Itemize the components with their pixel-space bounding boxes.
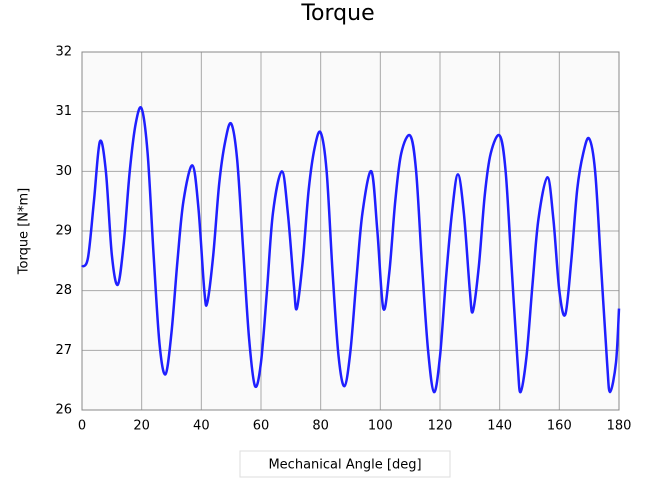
y-tick-label: 28 bbox=[55, 283, 72, 298]
x-tick-label: 100 bbox=[368, 419, 393, 434]
y-tick-label: 26 bbox=[55, 403, 72, 418]
y-tick-label: 32 bbox=[55, 45, 72, 60]
x-tick-label: 0 bbox=[78, 419, 86, 434]
plot-border bbox=[81, 51, 620, 411]
x-label-box bbox=[239, 450, 451, 478]
x-tick-label: 20 bbox=[133, 419, 150, 434]
x-tick-label: 40 bbox=[193, 419, 210, 434]
x-tick-label: 160 bbox=[547, 419, 572, 434]
x-axis-label: Mechanical Angle [deg] bbox=[268, 458, 421, 473]
x-tick-label: 120 bbox=[428, 419, 453, 434]
x-tick-label: 140 bbox=[487, 419, 512, 434]
x-tick-label: 80 bbox=[312, 419, 329, 434]
y-tick-label: 31 bbox=[55, 104, 72, 119]
y-tick-label: 29 bbox=[55, 224, 72, 239]
y-axis-label: Torque [N*m] bbox=[17, 188, 32, 275]
x-tick-label: 60 bbox=[253, 419, 270, 434]
y-tick-label: 30 bbox=[55, 164, 72, 179]
series-line bbox=[80, 106, 621, 394]
y-tick-label: 27 bbox=[55, 343, 72, 358]
chart-title: Torque bbox=[300, 1, 374, 26]
x-tick-label: 180 bbox=[607, 419, 632, 434]
